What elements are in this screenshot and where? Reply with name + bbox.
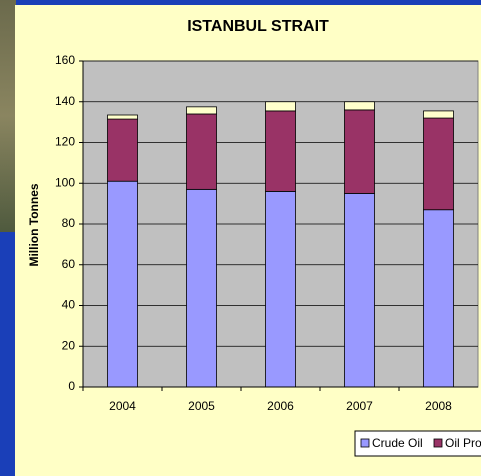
bar-segment [107, 180, 138, 388]
y-tick-label: 20 [62, 338, 76, 352]
y-tick-label: 60 [62, 257, 76, 271]
bar-segment [107, 118, 138, 182]
bar-segment [186, 188, 217, 388]
satellite-image [0, 0, 16, 232]
bar-segment [186, 106, 217, 115]
y-tick-label: 40 [62, 298, 76, 312]
bar-segment [423, 209, 454, 388]
bar-segment [107, 114, 138, 120]
y-tick-label: 160 [55, 53, 75, 67]
bar-segment [423, 110, 454, 119]
bar-segment [265, 110, 296, 192]
bar-segment [265, 101, 296, 112]
bar-segment [344, 109, 375, 194]
bar-segment [344, 193, 375, 388]
y-axis-label: Million Tonnes [27, 183, 41, 266]
x-tick-label: 2007 [346, 399, 373, 413]
y-tick-label: 140 [55, 94, 75, 108]
y-tick-label: 80 [62, 216, 76, 230]
y-tick-label: 0 [68, 379, 75, 393]
legend-label: Crude Oil [372, 436, 423, 450]
bar-segment [423, 117, 454, 211]
bar-segment [265, 190, 296, 388]
y-tick-label: 100 [55, 175, 75, 189]
x-tick-label: 2005 [188, 399, 215, 413]
bar-segment [344, 101, 375, 111]
legend-swatch [433, 438, 443, 448]
bar-segment [186, 113, 217, 190]
legend-box [354, 430, 481, 457]
x-tick-label: 2008 [425, 399, 452, 413]
chart-title: ISTANBUL STRAIT [187, 18, 329, 35]
legend-swatch [360, 438, 370, 448]
y-tick-label: 120 [55, 135, 75, 149]
x-tick-label: 2006 [267, 399, 294, 413]
legend-label: Oil Pro [445, 436, 481, 450]
x-tick-label: 2004 [109, 399, 136, 413]
